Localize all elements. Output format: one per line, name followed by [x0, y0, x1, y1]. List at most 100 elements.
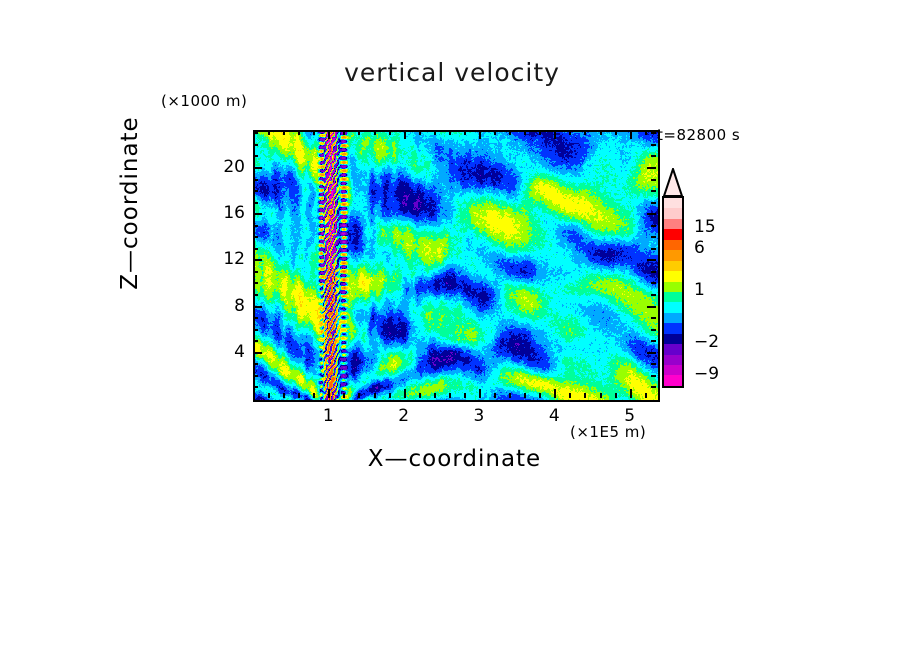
x-tick — [554, 389, 556, 398]
y-tick-right — [651, 317, 656, 319]
x-tick-top — [539, 130, 541, 135]
colorbar-segment — [664, 198, 682, 209]
x-tick — [389, 393, 391, 398]
x-tick-top — [358, 130, 360, 135]
x-tick — [419, 393, 421, 398]
x-tick-top — [645, 130, 647, 135]
x-tick — [358, 393, 360, 398]
y-tick-right — [647, 306, 656, 308]
colorbar-segment — [664, 271, 682, 282]
timestamp-annotation: t=82800 s — [657, 126, 741, 144]
y-tick-right — [651, 329, 656, 331]
x-tick — [600, 393, 602, 398]
y-tick — [253, 317, 258, 319]
y-tick — [253, 225, 258, 227]
velocity-field — [255, 132, 658, 400]
x-tick-top — [569, 130, 571, 135]
x-tick — [509, 393, 511, 398]
y-axis-title: Z—coordinate — [117, 116, 143, 290]
colorbar-segment — [664, 333, 682, 345]
x-tick — [374, 393, 376, 398]
y-tick — [253, 190, 258, 192]
y-tick — [253, 144, 258, 146]
colorbar-tick-label: −2 — [694, 332, 720, 353]
y-tick-label: 12 — [223, 249, 245, 270]
y-tick — [253, 202, 258, 204]
colorbar-segment — [664, 239, 682, 251]
colorbar-segment — [664, 291, 682, 303]
x-tick — [268, 393, 270, 398]
y-tick — [253, 236, 258, 238]
y-tick — [253, 271, 258, 273]
y-tick — [253, 259, 262, 261]
colorbar-extend-arrow — [662, 165, 684, 197]
y-tick-right — [647, 259, 656, 261]
y-tick-right — [647, 167, 656, 169]
y-tick — [253, 340, 258, 342]
x-tick-top — [494, 130, 496, 135]
x-tick-top — [464, 130, 466, 135]
y-tick-right — [651, 190, 656, 192]
y-tick — [253, 248, 258, 250]
y-tick-right — [647, 352, 656, 354]
x-tick-label: 3 — [473, 406, 485, 426]
x-tick — [524, 393, 526, 398]
x-tick-top — [283, 130, 285, 135]
y-tick-right — [651, 340, 656, 342]
y-tick — [253, 167, 262, 169]
y-tick-label: 20 — [223, 156, 245, 177]
colorbar-segment — [664, 365, 682, 376]
colorbar-tick-label: 1 — [694, 280, 705, 300]
colorbar-segment — [664, 323, 682, 334]
x-tick-top — [298, 130, 300, 135]
x-tick-top — [404, 130, 406, 139]
y-tick — [253, 294, 258, 296]
x-tick-label: 4 — [548, 406, 560, 426]
colorbar-segment — [664, 312, 682, 324]
y-tick — [253, 306, 262, 308]
colorbar-tick-label: 15 — [694, 217, 716, 238]
x-tick-label: 1 — [322, 406, 334, 426]
y-tick-right — [651, 386, 656, 388]
x-tick — [569, 393, 571, 398]
x-tick — [464, 393, 466, 398]
x-tick-label: 2 — [398, 406, 410, 426]
x-tick — [449, 393, 451, 398]
colorbar-tick-label: 6 — [694, 238, 705, 259]
x-tick — [494, 393, 496, 398]
x-tick-top — [419, 130, 421, 135]
x-tick — [343, 393, 345, 398]
y-tick-right — [651, 144, 656, 146]
y-tick — [253, 282, 258, 284]
x-tick — [479, 389, 481, 398]
x-tick — [404, 389, 406, 398]
x-tick — [283, 393, 285, 398]
y-tick-right — [651, 236, 656, 238]
y-tick — [253, 213, 262, 215]
x-tick — [298, 393, 300, 398]
x-axis-unit-label: (×1E5 m) — [570, 423, 647, 441]
y-axis-unit-label: (×1000 m) — [161, 92, 248, 110]
colorbar-segment — [664, 229, 682, 240]
x-tick — [434, 393, 436, 398]
y-tick — [253, 132, 258, 134]
colorbar-segment — [664, 344, 682, 355]
y-tick-right — [651, 155, 656, 157]
x-tick-top — [313, 130, 315, 135]
x-tick-top — [374, 130, 376, 135]
colorbar-segment — [664, 218, 682, 230]
y-tick — [253, 375, 258, 377]
x-tick-top — [479, 130, 481, 139]
colorbar-segment — [664, 302, 682, 313]
y-tick — [253, 352, 262, 354]
x-tick-top — [343, 130, 345, 135]
y-tick — [253, 179, 258, 181]
y-tick-label: 16 — [223, 203, 245, 224]
y-tick-right — [651, 179, 656, 181]
colorbar-segment — [664, 281, 682, 292]
x-tick-top — [615, 130, 617, 135]
x-tick — [539, 393, 541, 398]
colorbar-segment — [664, 260, 682, 272]
x-tick-top — [554, 130, 556, 139]
y-tick-right — [651, 363, 656, 365]
